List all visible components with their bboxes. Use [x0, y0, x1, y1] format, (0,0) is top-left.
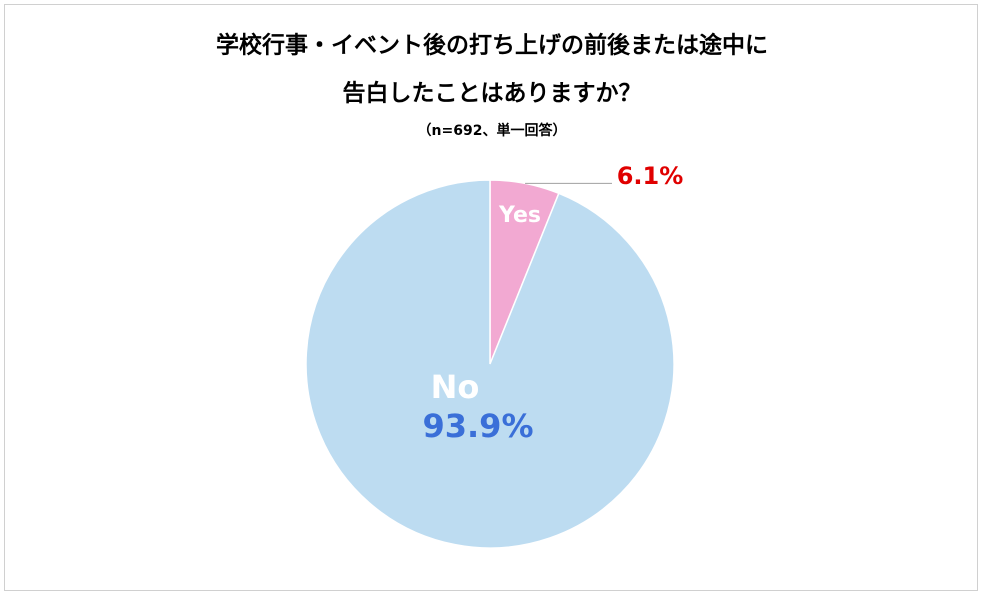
value-label: 6.1%	[617, 162, 684, 190]
slice-label: No	[431, 368, 480, 406]
pie-slice	[305, 179, 675, 549]
chart-subtitle: （n=692、単一回答）	[418, 122, 567, 139]
value-label: 93.9%	[422, 407, 533, 445]
chart-title: 学校行事・イベント後の打ち上げの前後または途中に	[216, 32, 768, 59]
slice-label: Yes	[498, 203, 541, 228]
chart-title: 告白したことはありますか？	[343, 80, 642, 107]
